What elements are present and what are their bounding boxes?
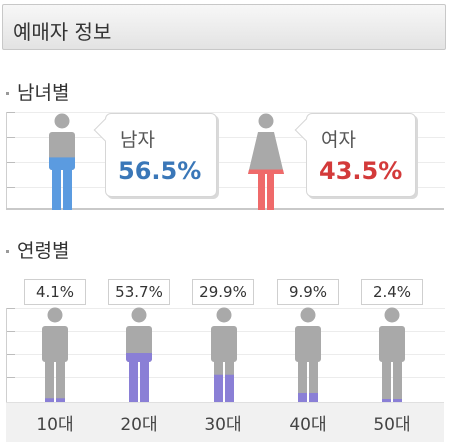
- gridline: [7, 112, 445, 113]
- male-percent: 56.5%: [118, 157, 202, 185]
- age-percent-40s: 9.9%: [277, 279, 339, 305]
- gender-section-label: 남녀별: [17, 82, 70, 104]
- age-percent-50s: 2.4%: [361, 279, 423, 305]
- age-label-50s: 50대: [373, 415, 411, 435]
- male-label: 남자: [120, 129, 155, 151]
- panel-title: 예매자 정보: [13, 20, 112, 44]
- female-stat-card: 여자 43.5%: [294, 113, 416, 197]
- axis-tick: [7, 112, 15, 113]
- male-stat-card: 남자 56.5%: [93, 113, 217, 197]
- age-figure-icon: [121, 306, 157, 402]
- axis-tick: [7, 308, 15, 309]
- gender-section-title: 남녀별: [6, 78, 69, 105]
- gridline: [7, 162, 445, 163]
- age-section-label: 연령별: [17, 240, 70, 262]
- age-label-strip: [6, 402, 444, 442]
- age-fill-bar: [126, 353, 152, 402]
- axis-tick: [7, 137, 15, 138]
- age-figure-icon: [206, 306, 242, 402]
- age-section-title: 연령별: [6, 236, 69, 263]
- axis-tick: [7, 354, 15, 355]
- bullet-icon: [6, 250, 9, 253]
- age-fill-bar: [295, 392, 321, 402]
- axis-tick: [7, 187, 15, 188]
- age-label-40s: 40대: [289, 415, 327, 435]
- bullet-icon: [6, 92, 9, 95]
- female-label: 여자: [321, 129, 356, 151]
- age-figure-icon: [374, 306, 410, 402]
- age-percent-10s: 4.1%: [24, 279, 86, 305]
- male-figure-icon: [44, 112, 80, 210]
- female-percent: 43.5%: [319, 157, 403, 185]
- age-figure-icon: [290, 306, 326, 402]
- age-label-10s: 10대: [36, 415, 74, 435]
- age-percent-20s: 53.7%: [108, 279, 170, 305]
- axis-tick: [7, 162, 15, 163]
- gridline: [7, 187, 445, 188]
- age-label-30s: 30대: [204, 415, 242, 435]
- axis-tick: [7, 377, 15, 378]
- panel-header: 예매자 정보: [2, 4, 446, 50]
- gender-chart: [6, 112, 445, 210]
- age-figure-icon: [37, 306, 73, 402]
- gender-baseline: [6, 208, 444, 210]
- age-fill-bar: [211, 374, 237, 402]
- female-figure-icon: [246, 112, 286, 210]
- axis-tick: [7, 331, 15, 332]
- gridline: [7, 137, 445, 138]
- age-percent-30s: 29.9%: [192, 279, 254, 305]
- age-label-20s: 20대: [120, 415, 158, 435]
